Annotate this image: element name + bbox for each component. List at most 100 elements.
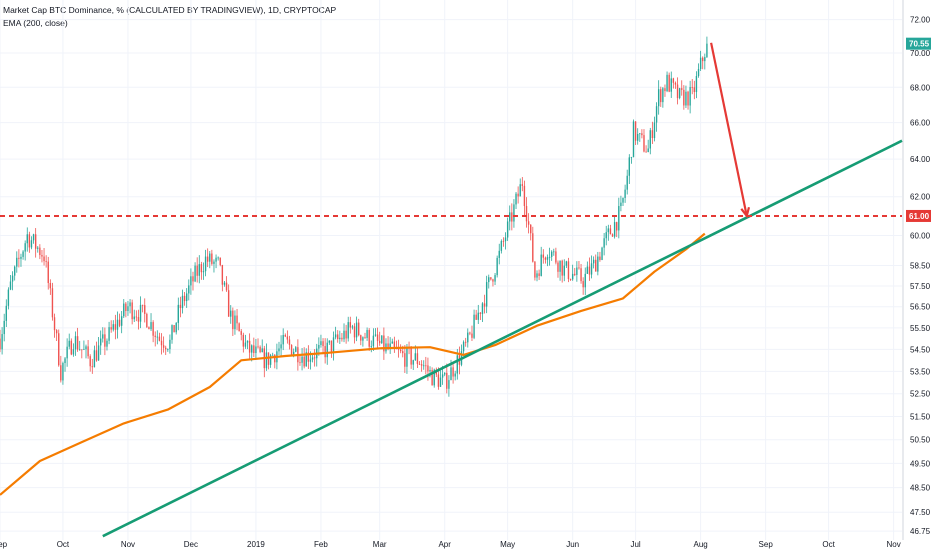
ema-200-line [0,232,706,496]
candle-body [198,264,200,276]
candle-body [374,334,377,336]
candle-body [181,295,184,309]
candle-body [188,285,190,294]
candle-body [79,349,81,351]
candle-body [655,106,658,123]
candle-body [678,88,681,99]
x-tick-label: Jun [566,540,579,549]
candle-body [185,293,188,302]
candle-body [383,335,385,352]
candle-body [295,347,297,352]
x-tick-label: 2019 [247,540,265,549]
candle-body [523,185,526,207]
candle-body [693,87,696,93]
candle-body [376,334,379,341]
candle-body [387,343,389,349]
x-tick-label: Oct [822,540,835,549]
candle-body [81,349,83,351]
candle-body [257,346,259,348]
candle-body [183,295,186,302]
candle-body [597,256,599,272]
candle-body [334,334,337,338]
candle-body [232,310,234,330]
candle-body [0,338,1,350]
y-tick-label: 47.50 [910,508,931,517]
candle-body [653,122,656,139]
candle-body [353,326,356,338]
candle-body [569,278,572,280]
candle-body [202,271,205,273]
y-tick-label: 57.50 [910,282,931,291]
candle-body [347,322,349,339]
candle-body [133,316,135,320]
candle-body [391,341,393,344]
candle-body [32,234,35,241]
candle-body [150,322,152,330]
candle-body [626,175,628,190]
candle-body [91,366,93,368]
candle-body [582,281,584,288]
candle-body [72,349,75,355]
candle-body [471,333,473,338]
candle-body [167,349,169,350]
candle-body [433,369,435,386]
candle-body [269,355,272,365]
candle-body [515,193,517,205]
candle-body [26,234,28,244]
candle-body [404,353,406,367]
candle-body [24,243,26,252]
candle-body [141,304,144,306]
candle-body [509,212,511,222]
candle-body [158,336,161,341]
candle-body [200,264,203,273]
candle-body [236,315,238,324]
candle-body [261,348,263,353]
candle-body [645,151,647,153]
candle-body [488,277,490,283]
y-tick-label: 60.00 [910,232,931,241]
candle-body [389,343,391,349]
candle-body [116,319,119,330]
candle-body [154,335,156,337]
candle-body [144,305,146,314]
y-tick-label: 64.00 [910,155,931,164]
candle-body [498,250,500,258]
candle-body [368,330,370,347]
candle-body [689,87,691,106]
candle-body [106,340,108,347]
candle-body [309,359,312,362]
candle-body [406,346,408,367]
candle-body [204,256,207,272]
candle-body [177,304,180,323]
candle-body [97,345,100,361]
candle-body [173,325,175,333]
candle-body [318,344,320,349]
candle-body [66,346,68,359]
candle-body [674,82,677,85]
candle-body [402,351,404,354]
candle-body [446,372,448,389]
candle-body [532,233,534,262]
candle-body [611,234,614,237]
y-tick-label: 53.50 [910,367,931,376]
candle-body [278,348,280,352]
candle-body [473,314,475,338]
candle-body [286,336,289,340]
candle-body [397,348,400,350]
candle-body [641,133,643,136]
candle-body [704,57,706,62]
candle-body [259,346,261,353]
candle-body [244,342,247,347]
candle-body [156,336,159,338]
x-tick-label: Sep [759,540,774,549]
candle-body [131,302,133,320]
y-tick-label: 54.50 [910,345,931,354]
last-price-tag [906,37,931,50]
candle-body [439,377,442,387]
candle-body [624,189,626,198]
overlay-lines [0,42,903,538]
candle-body [381,335,383,344]
candle-body [337,334,339,340]
